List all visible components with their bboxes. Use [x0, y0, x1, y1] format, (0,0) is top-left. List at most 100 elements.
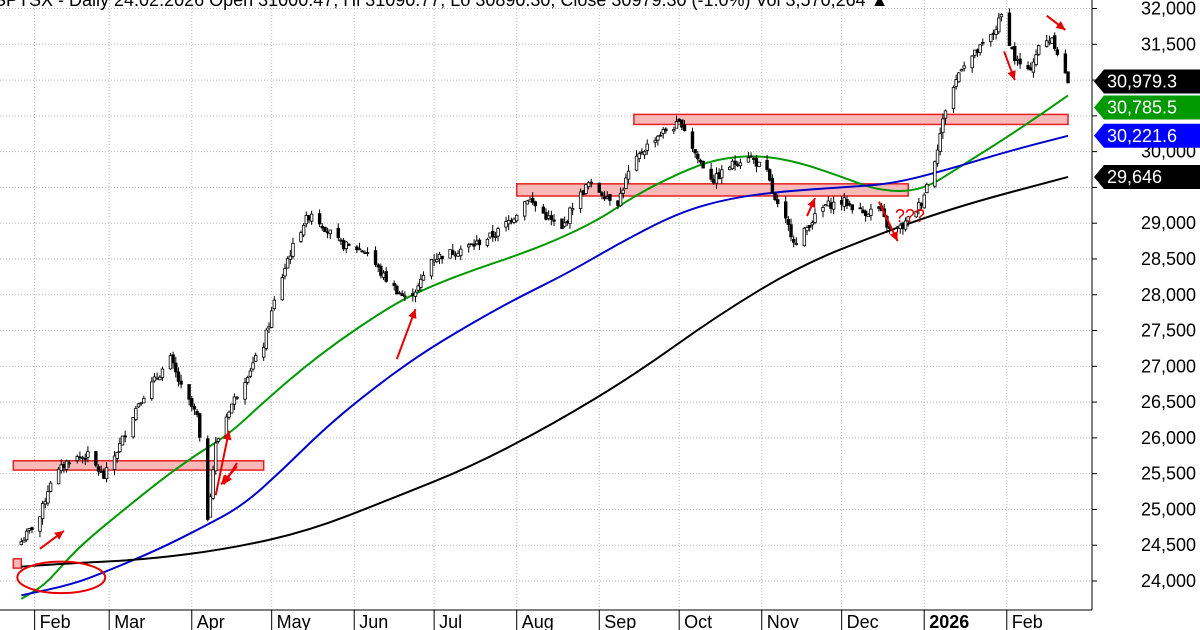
price-bar-body [459, 248, 463, 257]
price-bar-body [328, 229, 332, 235]
price-bar-body [933, 161, 937, 187]
price-bar-body [602, 196, 607, 200]
price-bar-body [75, 456, 79, 461]
price-bar-body [546, 215, 551, 219]
price-bar [493, 231, 498, 242]
price-bar-body [578, 191, 583, 209]
price-bar [280, 273, 285, 301]
price-bar [970, 54, 974, 73]
price-bar-body [682, 124, 687, 132]
price-bar-body [227, 411, 231, 418]
price-bar-body [80, 456, 85, 459]
price-bar-body [784, 201, 788, 219]
x-axis: Feb Mar Apr May Jun Jul Aug Sep Oct Nov Dec 2026 Feb [34, 610, 1043, 630]
price-bar [674, 115, 679, 129]
price-bar [810, 220, 815, 230]
price-bar-body [251, 362, 255, 370]
price-bar [230, 403, 234, 414]
price-bar-body [325, 231, 330, 234]
price-bar-body [922, 194, 926, 209]
price-bar-body [525, 200, 530, 205]
price-bar-body [291, 242, 295, 257]
price-bar-body [866, 213, 870, 218]
price-bar [216, 437, 221, 444]
price-bar-body [637, 153, 641, 159]
price-bar-body [959, 69, 964, 72]
price-bar-body [746, 157, 751, 163]
price-bar-body [142, 397, 146, 404]
price-bar [765, 155, 769, 172]
price-bar-body [158, 376, 162, 381]
price-bar-body [954, 79, 958, 87]
price-bar-body [360, 250, 364, 253]
price-bar-body [174, 362, 178, 373]
price-bar-body [552, 219, 556, 222]
price-bar-body [1050, 37, 1054, 45]
price-bar [770, 174, 775, 194]
price-bar-body [1047, 40, 1052, 43]
price-bar-body [309, 213, 314, 222]
price-bar-body [272, 299, 277, 309]
price-bar-body [67, 462, 71, 465]
x-tick-label: Mar [114, 612, 145, 630]
price-bar [642, 149, 647, 159]
price-bar [709, 162, 713, 182]
price-bar-body [895, 226, 900, 229]
price-bar [206, 435, 210, 522]
price-bar-body [477, 239, 482, 246]
price-bar-body [187, 384, 191, 400]
price-bar-body [285, 258, 290, 269]
price-bar-body [989, 34, 993, 43]
x-tick-label: Feb [1012, 612, 1043, 630]
price-bar-body [805, 226, 809, 232]
price-bar-body [530, 197, 535, 203]
price-bar-body [395, 285, 399, 295]
price-bar [1013, 42, 1017, 65]
price-bar [187, 384, 191, 406]
price-bar-body [136, 403, 141, 408]
price-bar [791, 235, 796, 248]
price-bar-body [118, 442, 122, 453]
price-bar-body [190, 398, 194, 407]
price-bar-body [991, 32, 996, 35]
price-bar [317, 209, 322, 228]
annotation-arrow [1003, 51, 1016, 81]
price-bar-body [738, 162, 743, 167]
price-bar-body [794, 243, 799, 245]
annotation-arrow-head [1055, 21, 1066, 30]
price-bar-body [733, 160, 737, 165]
price-bar [115, 451, 119, 463]
price-bar-body [917, 202, 921, 212]
price-bar [80, 455, 85, 464]
y-tick-label: 29,000 [1141, 213, 1196, 233]
price-bar [813, 208, 817, 225]
price-bar-body [533, 201, 538, 207]
price-bar-body [216, 438, 221, 442]
price-bar-body [541, 206, 546, 214]
price-bar [653, 137, 657, 148]
price-bar [30, 526, 34, 534]
price-bar-body [826, 200, 831, 207]
price-bar [400, 290, 404, 297]
price-bar [999, 13, 1004, 22]
price-bar-body [584, 184, 588, 195]
price-bar-body [155, 377, 159, 380]
price-bar [86, 446, 90, 463]
moving-averages [20, 94, 1069, 600]
price-bar-body [962, 65, 966, 69]
price-bar [746, 151, 751, 163]
price-bar [253, 352, 258, 362]
price-bar-body [64, 460, 69, 470]
price-bar-body [160, 368, 165, 378]
annotation-arrow [222, 462, 238, 485]
price-bar [392, 280, 396, 291]
chart-header: SPTSX - Daily 24.02.2026 Open 31000.47, … [0, 0, 888, 10]
price-bar-body [658, 134, 663, 137]
price-bar-body [192, 405, 197, 410]
y-tick-label: 32,000 [1141, 0, 1196, 19]
price-tags: 30,979.3 30,785.5 30,221.6 29,646 [1094, 69, 1200, 189]
price-bar [776, 194, 780, 208]
price-bar [243, 377, 247, 405]
price-bar-body [749, 155, 753, 158]
price-bar-body [560, 218, 564, 229]
